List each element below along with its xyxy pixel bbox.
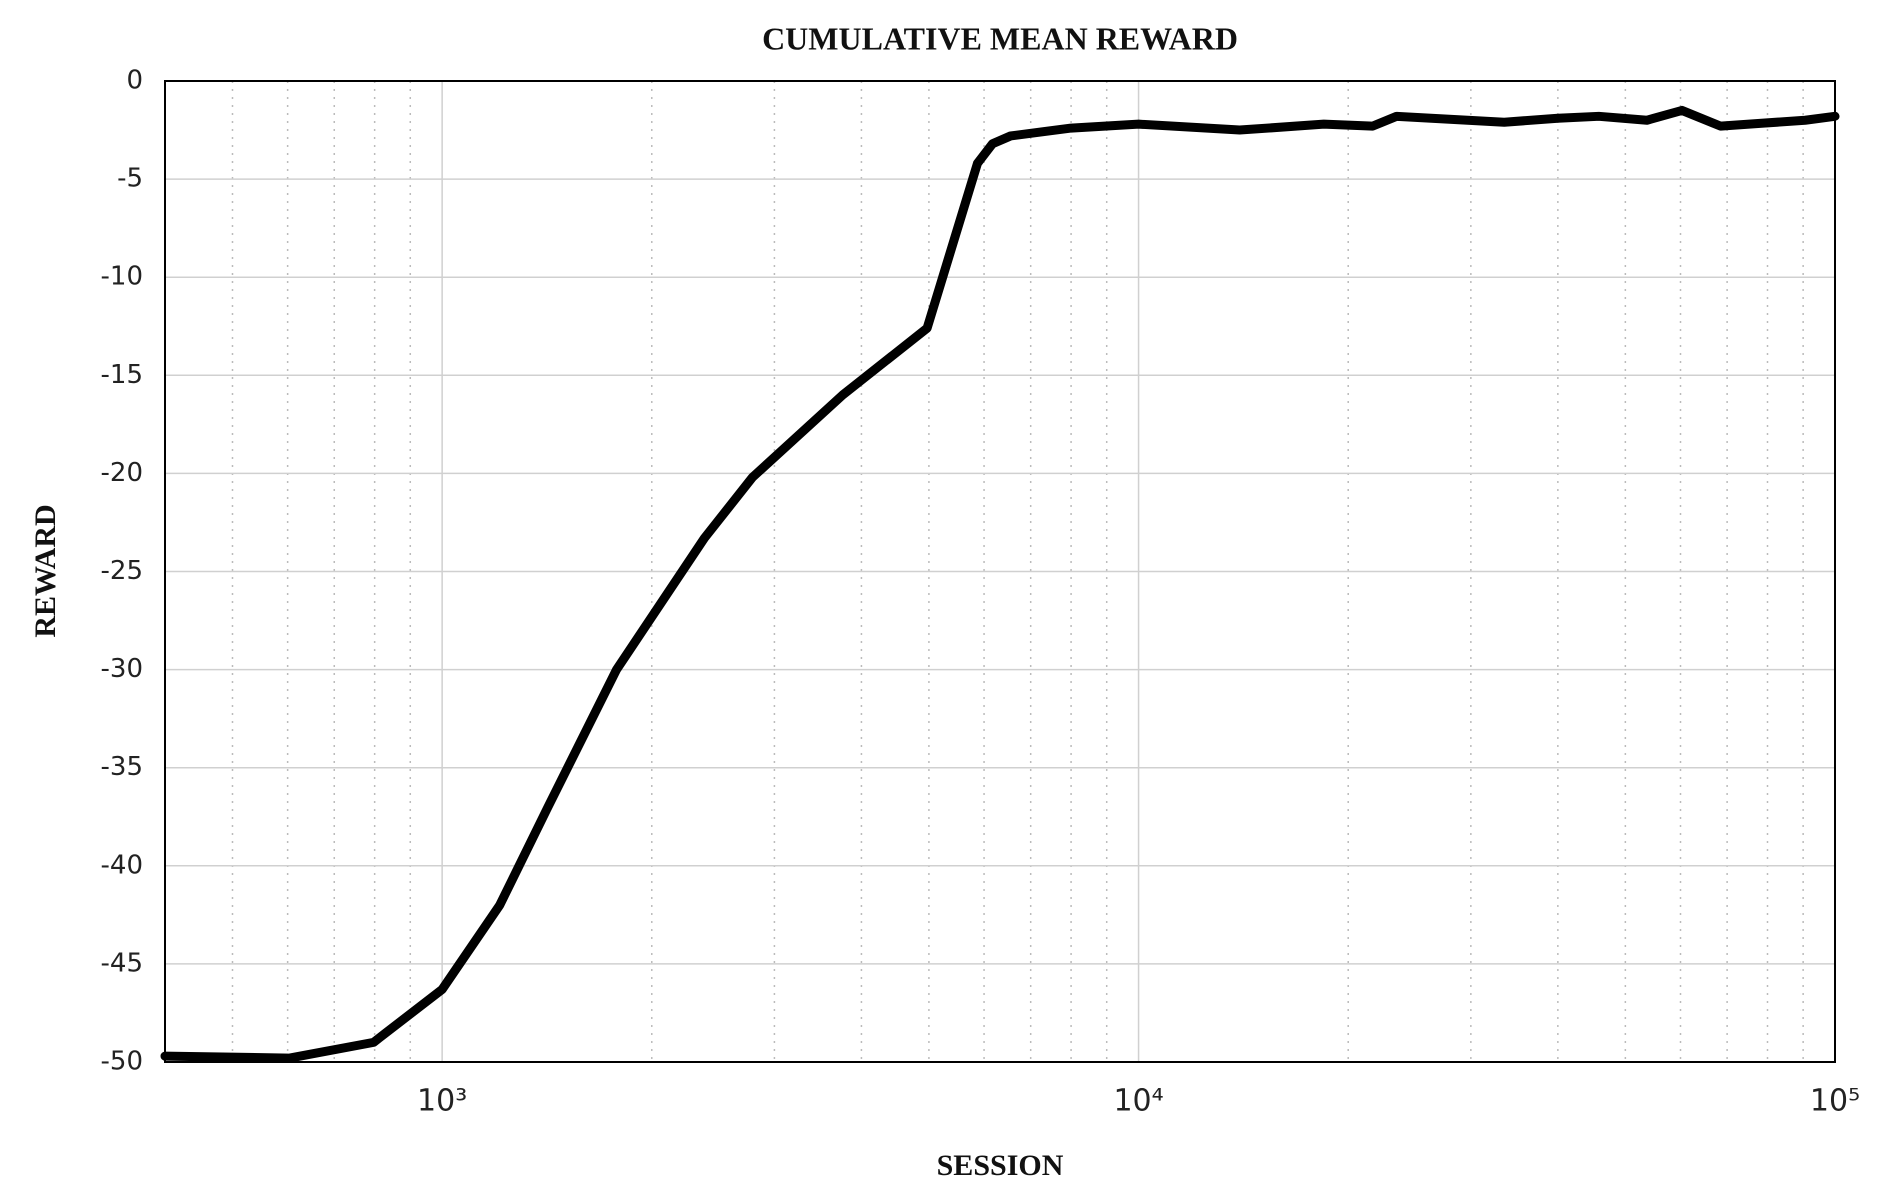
chart-title: CUMULATIVE MEAN REWARD <box>762 20 1238 56</box>
y-tick-label: -10 <box>101 262 143 292</box>
plot-frame <box>164 80 1836 1063</box>
y-tick-label: -45 <box>101 948 143 978</box>
y-tick-label: -15 <box>101 360 143 390</box>
y-tick-label: -50 <box>101 1047 143 1077</box>
y-tick-label: -35 <box>101 752 143 782</box>
y-tick-label: -40 <box>101 850 143 880</box>
y-axis-label: REWARD <box>29 504 62 637</box>
y-tick-label: -25 <box>101 556 143 586</box>
x-tick-label: 10⁴ <box>1113 1084 1163 1119</box>
x-tick-label: 10³ <box>417 1084 467 1119</box>
y-tick-label: 0 <box>126 66 143 96</box>
x-axis-label: SESSION <box>937 1149 1064 1182</box>
y-tick-label: -30 <box>101 654 143 684</box>
y-tick-label: -5 <box>117 164 143 194</box>
data-line <box>160 105 1840 1063</box>
x-tick-label: 10⁵ <box>1810 1084 1860 1119</box>
y-tick-label: -20 <box>101 458 143 488</box>
